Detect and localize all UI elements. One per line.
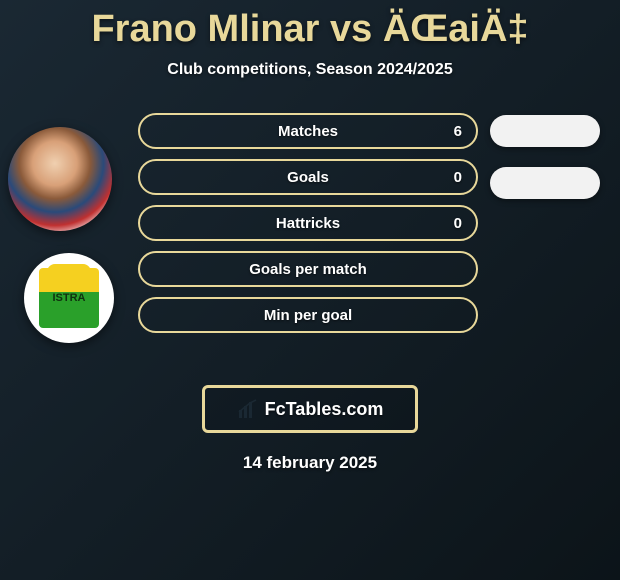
player-avatar bbox=[8, 127, 112, 231]
stat-label: Goals bbox=[287, 169, 329, 186]
stats-area: ISTRA Matches 6 Goals 0 Hattricks 0 Goal… bbox=[0, 109, 620, 369]
brand-box[interactable]: FcTables.com bbox=[202, 385, 418, 433]
page-title: Frano Mlinar vs ÄŒaiÄ‡ bbox=[0, 0, 620, 51]
page-subtitle: Club competitions, Season 2024/2025 bbox=[0, 61, 620, 79]
club-avatar: ISTRA bbox=[24, 253, 114, 343]
stat-row-goals-per-match: Goals per match bbox=[138, 251, 478, 287]
stat-row-min-per-goal: Min per goal bbox=[138, 297, 478, 333]
club-badge: ISTRA bbox=[39, 268, 99, 328]
stat-row-matches: Matches 6 bbox=[138, 113, 478, 149]
stat-label: Hattricks bbox=[276, 215, 340, 232]
stat-row-goals: Goals 0 bbox=[138, 159, 478, 195]
stat-row-hattricks: Hattricks 0 bbox=[138, 205, 478, 241]
stat-label: Goals per match bbox=[249, 261, 367, 278]
stat-right-value: 0 bbox=[454, 215, 462, 232]
stat-label: Matches bbox=[278, 123, 338, 140]
date-label: 14 february 2025 bbox=[0, 453, 620, 473]
stat-label: Min per goal bbox=[264, 307, 352, 324]
stat-right-value: 6 bbox=[454, 123, 462, 140]
opponent-pill-goals bbox=[490, 167, 600, 199]
brand-text: FcTables.com bbox=[265, 399, 384, 420]
stat-right-value: 0 bbox=[454, 169, 462, 186]
opponent-pill-matches bbox=[490, 115, 600, 147]
chart-icon bbox=[237, 398, 259, 420]
